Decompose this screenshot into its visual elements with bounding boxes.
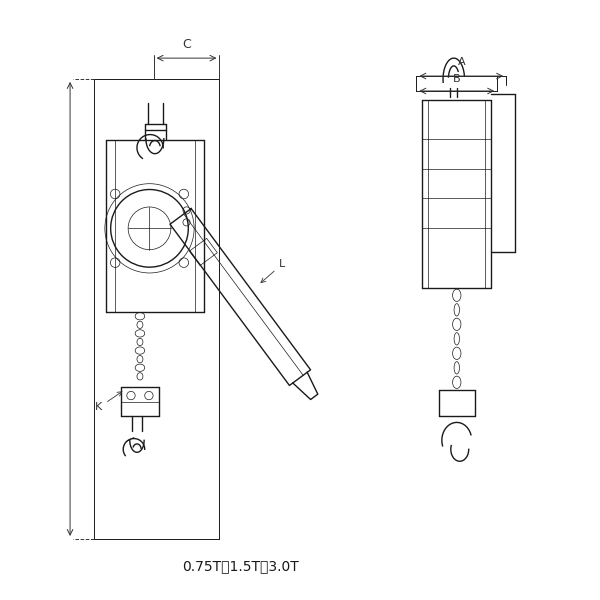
Text: B: B <box>453 74 461 84</box>
Text: L: L <box>261 259 286 283</box>
Text: A: A <box>457 57 465 67</box>
Bar <box>190 238 217 266</box>
Text: C: C <box>182 38 191 51</box>
Text: K: K <box>95 392 122 412</box>
Text: 0.75T、1.5T、3.0T: 0.75T、1.5T、3.0T <box>182 559 299 573</box>
